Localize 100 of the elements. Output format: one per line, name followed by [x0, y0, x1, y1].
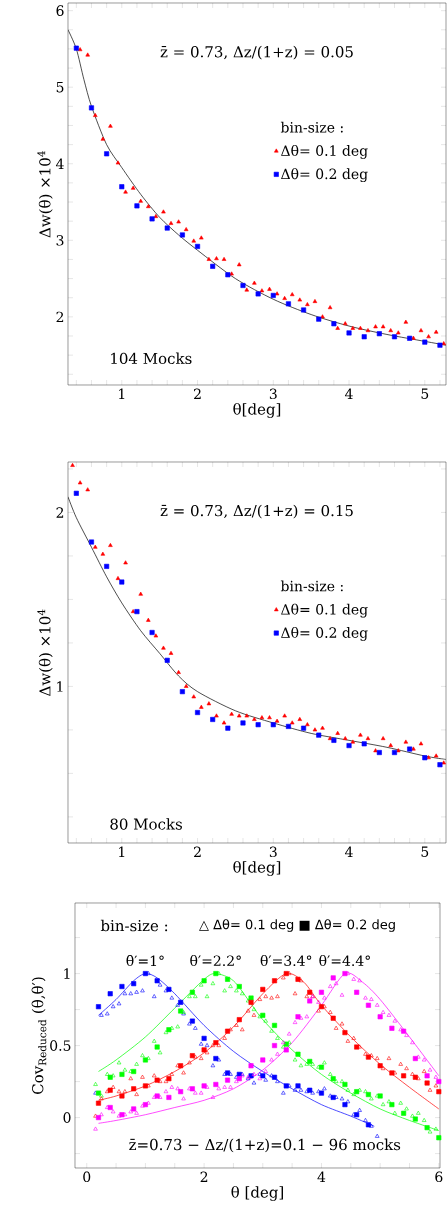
point — [169, 1084, 175, 1089]
point — [104, 563, 110, 569]
point — [176, 670, 181, 674]
point — [365, 328, 371, 333]
point — [339, 1079, 345, 1083]
point — [149, 629, 155, 635]
point — [270, 722, 276, 728]
point — [154, 1044, 160, 1050]
point — [282, 295, 287, 300]
point — [424, 1080, 430, 1086]
annotation: 104 Mocks — [111, 352, 192, 365]
point — [380, 324, 386, 329]
annotation: z̄ = 0.73, Δz/(1+z) = 0.15 — [160, 504, 353, 519]
point — [297, 716, 303, 721]
point — [410, 1071, 415, 1076]
point — [138, 591, 143, 596]
point — [369, 1123, 374, 1128]
point — [260, 986, 266, 992]
x-tick-label: 1 — [119, 388, 125, 399]
point — [401, 1028, 407, 1034]
point — [183, 227, 189, 231]
point — [350, 739, 356, 744]
point — [421, 1117, 427, 1122]
point — [210, 1094, 216, 1099]
point — [351, 1112, 356, 1117]
point — [206, 256, 212, 261]
point — [198, 1041, 204, 1046]
point — [433, 329, 439, 334]
point — [179, 232, 185, 238]
x-tick-label: 2 — [194, 846, 201, 857]
point — [140, 1074, 145, 1079]
point — [222, 1084, 227, 1089]
point — [330, 1015, 336, 1021]
point — [93, 544, 98, 549]
point — [195, 710, 201, 716]
point — [168, 220, 174, 225]
point — [369, 1096, 374, 1101]
point — [333, 1025, 339, 1030]
point — [363, 1051, 368, 1056]
point — [357, 978, 362, 983]
annotation: z̄ = 0.73, Δz/(1+z) = 0.05 — [160, 45, 353, 60]
point — [436, 1135, 442, 1141]
point — [255, 722, 261, 728]
point — [365, 1054, 371, 1060]
point — [178, 1063, 184, 1069]
point — [85, 52, 90, 57]
point — [248, 1063, 254, 1069]
point — [153, 633, 159, 638]
point — [274, 291, 280, 296]
point — [70, 462, 75, 467]
point — [330, 975, 336, 981]
point — [375, 1002, 380, 1007]
y-axis-title: Δw(θ) ×10$^{4}$ — [37, 151, 53, 238]
point — [193, 994, 198, 999]
point — [222, 1035, 227, 1040]
point — [401, 1110, 407, 1116]
point — [292, 1020, 298, 1024]
point — [418, 328, 424, 333]
point — [388, 743, 393, 747]
annotation: θ′=2.2° — [190, 955, 241, 967]
point — [164, 657, 170, 663]
point — [153, 214, 159, 218]
point — [416, 1076, 421, 1081]
point — [316, 999, 321, 1004]
point — [181, 1096, 186, 1101]
point — [281, 1090, 286, 1095]
point — [411, 746, 416, 751]
point — [244, 287, 249, 292]
point — [142, 1057, 148, 1063]
point — [222, 1071, 227, 1076]
point — [345, 1038, 351, 1043]
point — [365, 736, 371, 741]
point — [252, 716, 257, 721]
annotation: △ Δθ= 0.1 deg ■ Δθ= 0.2 deg — [199, 919, 395, 932]
point — [128, 991, 133, 996]
point — [263, 1018, 268, 1023]
point — [116, 1060, 122, 1065]
point — [259, 288, 265, 293]
point — [274, 718, 280, 723]
x-tick-label: 2 — [200, 1171, 208, 1182]
point — [304, 1089, 309, 1094]
point — [283, 971, 289, 977]
point — [433, 1083, 439, 1088]
point — [363, 1117, 368, 1122]
point — [320, 314, 325, 319]
point — [373, 324, 378, 329]
point — [210, 263, 216, 269]
point — [307, 989, 313, 995]
point — [110, 1084, 116, 1089]
x-tick-label: 2 — [194, 388, 201, 399]
point — [424, 1073, 430, 1079]
point — [345, 1099, 351, 1104]
point — [191, 694, 196, 699]
point — [427, 1087, 433, 1092]
point — [236, 1017, 242, 1023]
point — [351, 1035, 356, 1040]
point — [398, 1100, 403, 1105]
point — [123, 189, 128, 194]
point — [322, 1060, 327, 1065]
point — [225, 272, 231, 278]
